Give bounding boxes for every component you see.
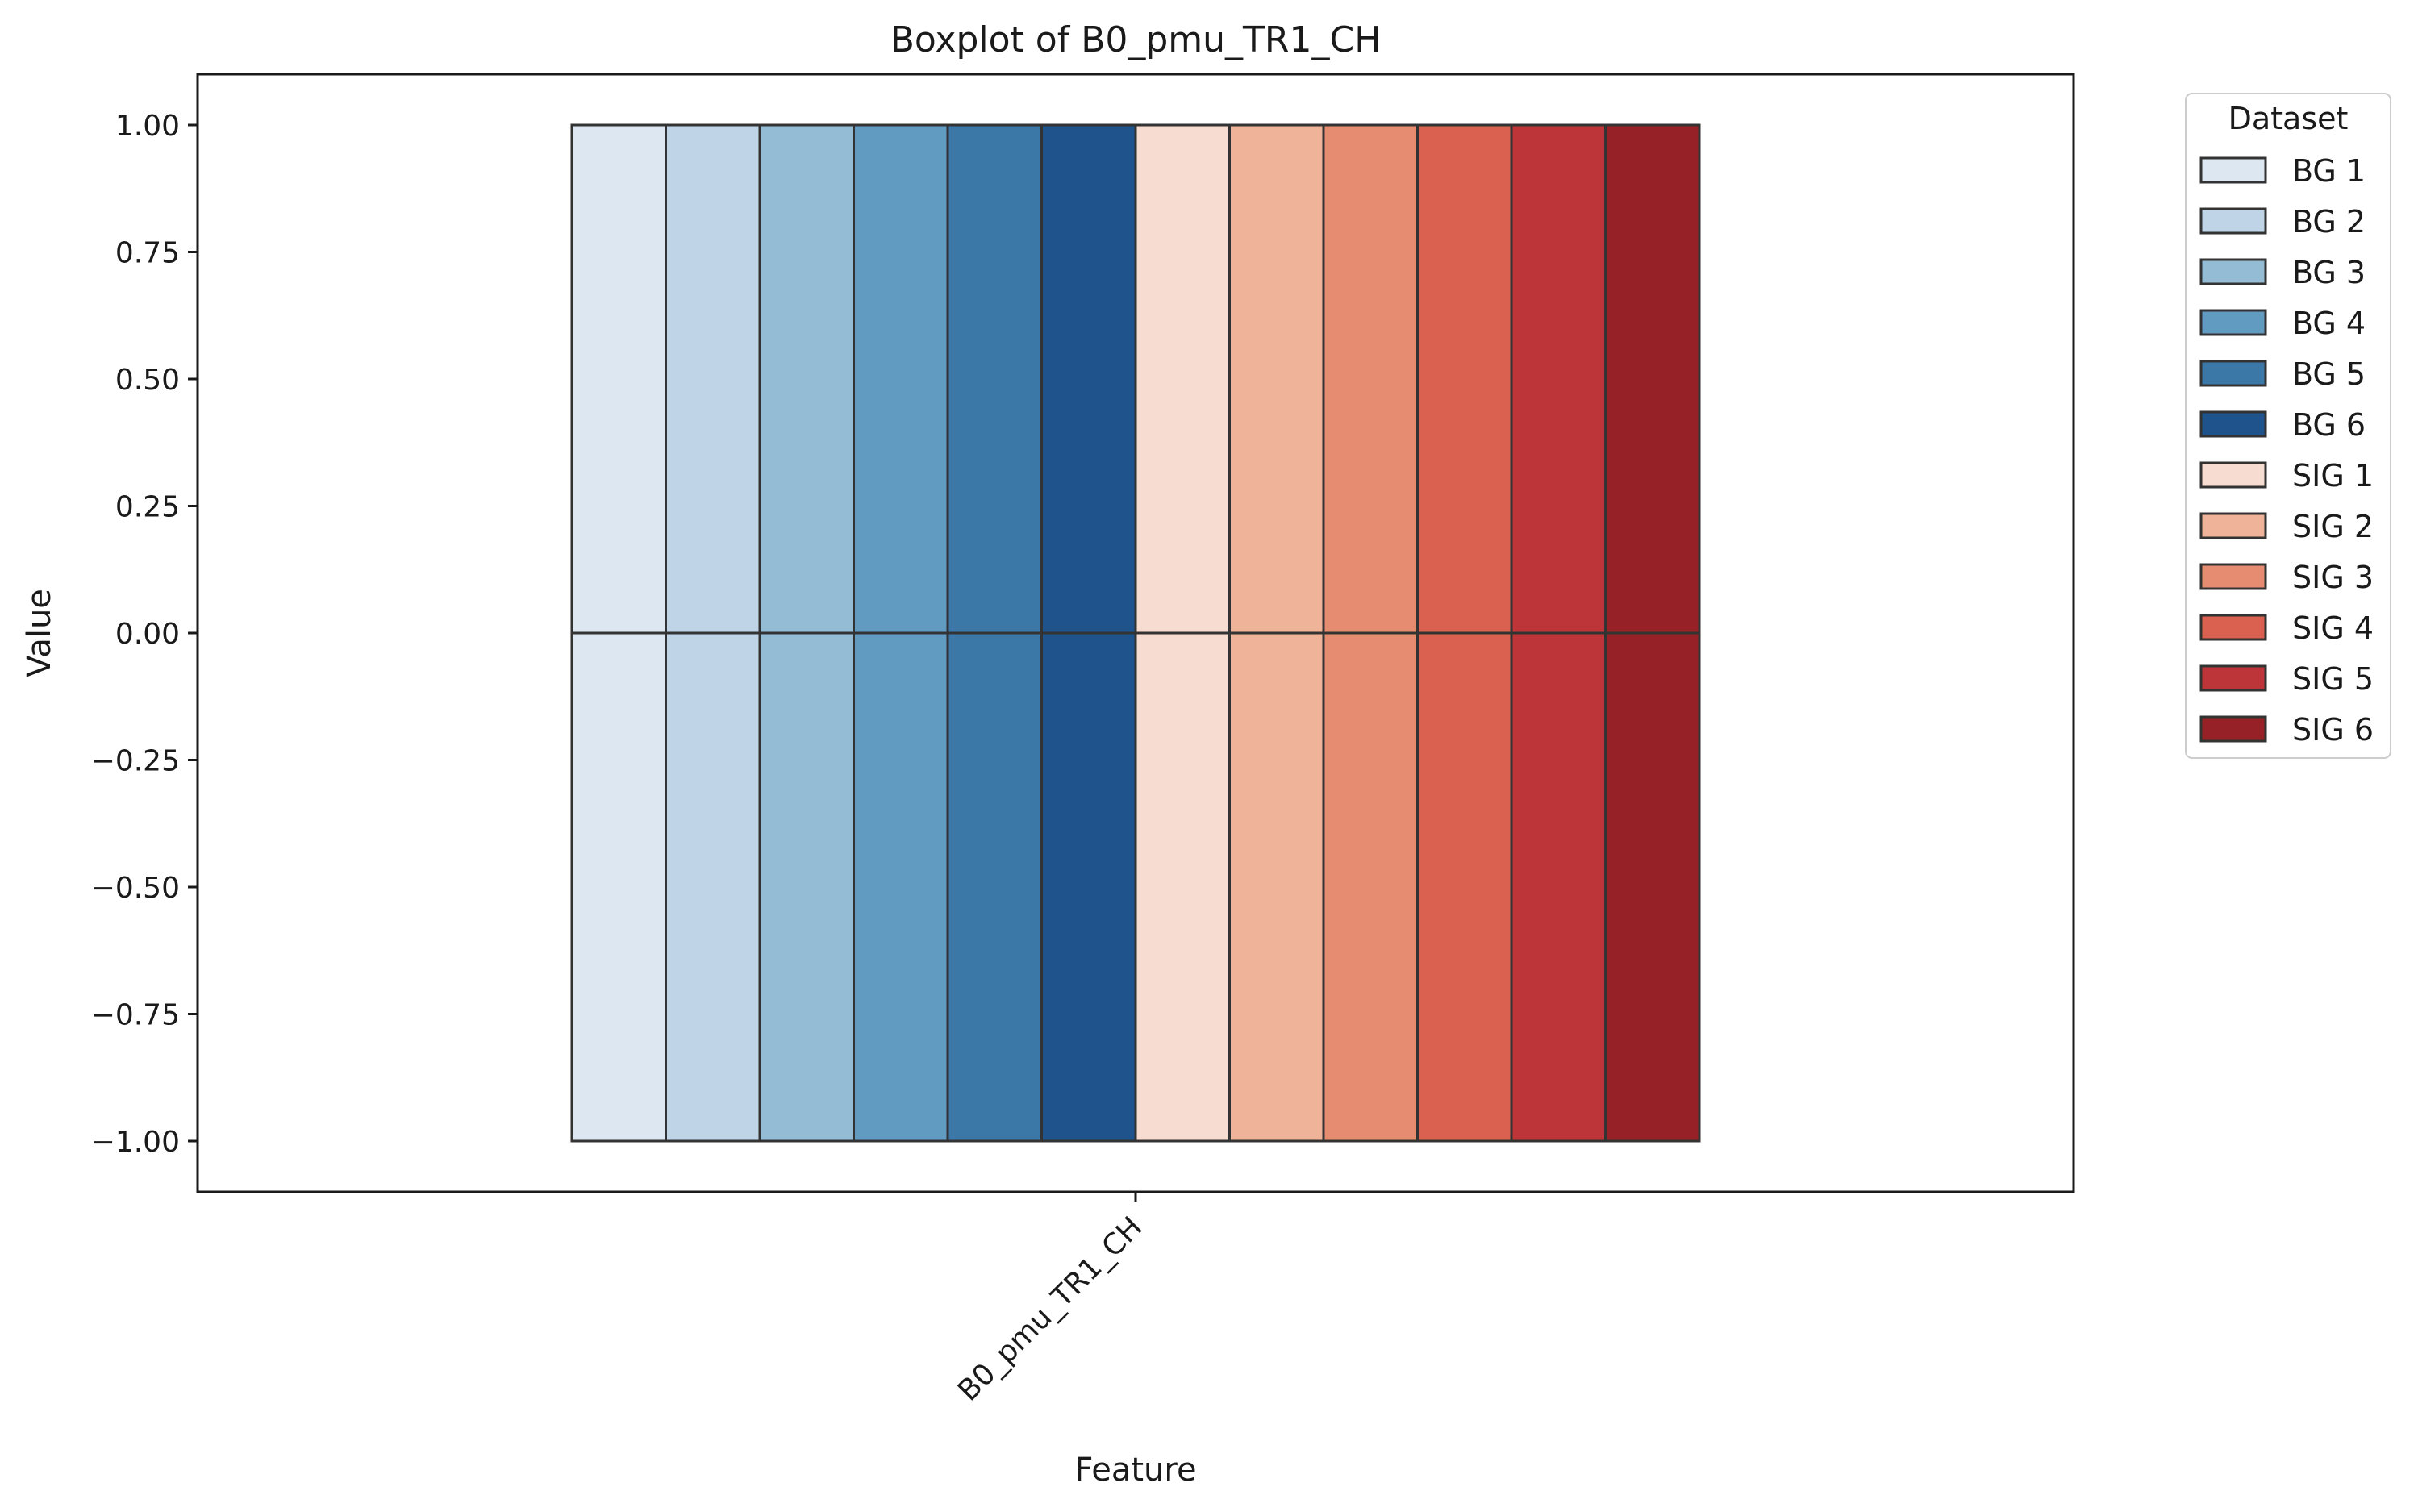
- legend-swatch: [2199, 309, 2267, 336]
- legend-swatch: [2199, 360, 2267, 387]
- legend-label: BG 5: [2292, 356, 2366, 392]
- y-tick-label: −0.50: [91, 872, 180, 905]
- box-sig-6: [1604, 123, 1701, 1143]
- box-sig-2: [1228, 123, 1325, 1143]
- legend: Dataset BG 1 BG 2 BG 3 BG 4 BG 5 BG 6 SIG 1 SIG…: [2185, 93, 2391, 759]
- chart-title: Boxplot of B0_pmu_TR1_CH: [890, 19, 1382, 60]
- box-bg-3: [758, 123, 855, 1143]
- box-bg-2: [665, 123, 761, 1143]
- box-bg-5: [946, 123, 1043, 1143]
- box-sig-5: [1510, 123, 1607, 1143]
- legend-label: BG 2: [2292, 204, 2366, 240]
- y-tick-label: 0.50: [115, 364, 180, 397]
- box-group: [570, 123, 1701, 1143]
- legend-label: BG 3: [2292, 255, 2366, 290]
- y-tick-label: 0.00: [115, 618, 180, 651]
- legend-label: SIG 1: [2292, 458, 2374, 494]
- box-sig-4: [1416, 123, 1513, 1143]
- legend-label: SIG 4: [2292, 610, 2374, 646]
- x-axis: B0_pmu_TR1_CH: [952, 1192, 1149, 1408]
- box-bg-1: [570, 123, 667, 1143]
- legend-swatch: [2199, 207, 2267, 235]
- y-tick-label: 1.00: [115, 110, 180, 143]
- y-tick-label: −0.25: [91, 745, 180, 778]
- legend-label: SIG 2: [2292, 509, 2374, 544]
- box-sig-1: [1134, 123, 1231, 1143]
- box-bg-4: [853, 123, 949, 1143]
- legend-swatch: [2199, 512, 2267, 539]
- y-tick-label: 0.25: [115, 491, 180, 524]
- legend-swatch: [2199, 715, 2267, 743]
- legend-label: SIG 5: [2292, 661, 2374, 697]
- y-axis: 1.00 0.75 0.50 0.25 0.00 −0.25 −0.50 −0.75 −1.00: [91, 110, 198, 1159]
- x-tick-label: B0_pmu_TR1_CH: [952, 1210, 1149, 1407]
- legend-swatch: [2199, 258, 2267, 285]
- legend-label: SIG 6: [2292, 712, 2374, 748]
- legend-label: BG 1: [2292, 153, 2366, 189]
- y-tick-label: 0.75: [115, 237, 180, 270]
- legend-swatch: [2199, 614, 2267, 641]
- x-axis-label: Feature: [1074, 1452, 1196, 1489]
- legend-swatch: [2199, 156, 2267, 184]
- legend-swatch: [2199, 664, 2267, 692]
- box-bg-6: [1040, 123, 1137, 1143]
- legend-title: Dataset: [2228, 101, 2349, 136]
- legend-label: BG 4: [2292, 306, 2366, 341]
- legend-label: BG 6: [2292, 407, 2366, 443]
- legend-swatch: [2199, 563, 2267, 590]
- y-axis-label: Value: [21, 589, 58, 677]
- box-sig-3: [1322, 123, 1419, 1143]
- y-tick-label: −1.00: [91, 1126, 180, 1159]
- legend-swatch: [2199, 461, 2267, 489]
- legend-swatch: [2199, 410, 2267, 438]
- legend-label: SIG 3: [2292, 560, 2374, 595]
- y-tick-label: −0.75: [91, 999, 180, 1032]
